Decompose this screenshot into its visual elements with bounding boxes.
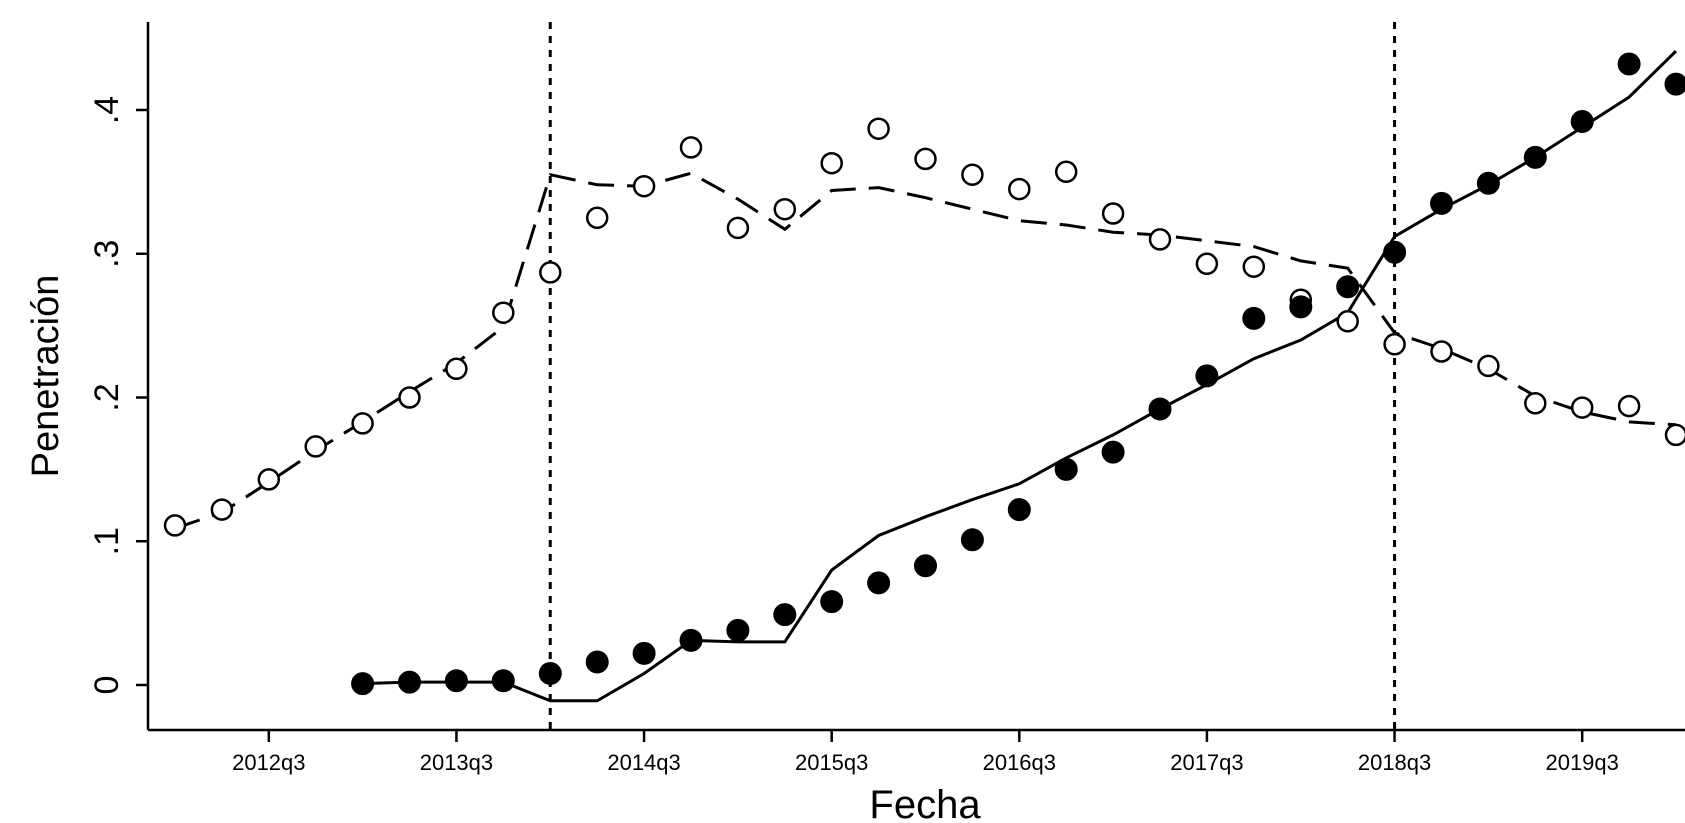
filled-marker [914,554,937,578]
hollow-marker [1664,423,1685,447]
hollow-marker [1336,310,1359,333]
hollow-marker [914,147,937,171]
hollow-marker [304,435,327,458]
hollow-marker [961,163,984,186]
y-tick-label: .2 [88,383,126,411]
filled-marker [632,641,656,665]
filled-marker [726,618,750,642]
filled-marker [1148,397,1172,421]
y-tick-label: .1 [88,527,126,555]
hollow-marker [1054,160,1078,184]
filled-marker [1289,295,1313,319]
filled-marker [1007,498,1031,522]
axes: 0 .1 .2 .3 .4 2012q3 2013q3 2014q3 2015q3 2016q3 2… [88,22,1685,775]
hollow-marker [1008,177,1031,201]
hollow-marker [679,136,703,159]
filled-marker [1617,52,1641,76]
hollow-marker [867,117,890,140]
filled-marker [538,662,562,685]
hollow-marker [492,301,515,324]
filled-marker [1523,145,1547,169]
series-line-1 [174,171,1677,530]
filled-marker [585,650,609,674]
hollow-marker [445,357,468,381]
filled-marker [1195,364,1219,388]
x-tick-label: 2012q3 [232,750,305,775]
hollow-marker [1617,394,1641,418]
filled-marker [351,672,375,696]
filled-marker [867,571,891,595]
y-tick-label: 0 [88,676,126,695]
hollow-marker [539,261,562,284]
filled-marker [1336,275,1360,299]
hollow-marker [210,498,234,521]
hollow-marker [1477,354,1500,378]
x-tick-label: 2018q3 [1358,750,1431,775]
x-tick-label: 2019q3 [1545,750,1618,775]
hollow-marker [351,412,374,435]
x-tick-label: 2013q3 [420,750,493,775]
filled-marker [1430,191,1453,215]
x-tick-label: 2016q3 [983,750,1056,775]
hollow-marker [163,514,187,537]
filled-marker [820,590,844,614]
filled-marker [1383,240,1407,264]
filled-marker [1664,72,1685,96]
hollow-marker [1101,202,1125,225]
hollow-marker [632,174,656,198]
hollow-marker [726,216,750,240]
hollow-marker [398,386,421,409]
y-tick-label: .3 [88,240,126,268]
x-axis-title: Fecha [869,783,981,823]
filled-marker [491,669,515,693]
hollow-marker [820,151,843,175]
x-tick-label: 2015q3 [795,750,868,775]
plot-area [163,22,1685,730]
hollow-marker [1195,252,1219,276]
hollow-marker [1570,396,1594,419]
filled-marker [398,670,421,694]
filled-marker [1570,110,1594,133]
hollow-marker [1383,333,1406,356]
hollow-marker [1430,340,1453,363]
filled-marker [1101,440,1125,464]
filled-marker [1242,306,1266,330]
hollow-marker [773,197,797,221]
filled-marker [960,528,984,552]
y-tick-label: .4 [88,96,126,124]
hollow-marker [1242,255,1266,278]
hollow-marker [1524,392,1547,415]
hollow-marker [585,206,609,230]
x-tick-label: 2014q3 [607,750,680,775]
filled-marker [679,628,703,652]
filled-marker [1054,457,1078,481]
x-tick-label: 2017q3 [1170,750,1243,775]
y-axis-title: Penetración [25,275,67,478]
filled-marker [1476,171,1500,195]
filled-marker [444,669,468,693]
filled-marker [773,603,797,627]
series-line-3 [362,50,1678,703]
hollow-marker [1148,228,1172,251]
hollow-marker [257,468,281,491]
